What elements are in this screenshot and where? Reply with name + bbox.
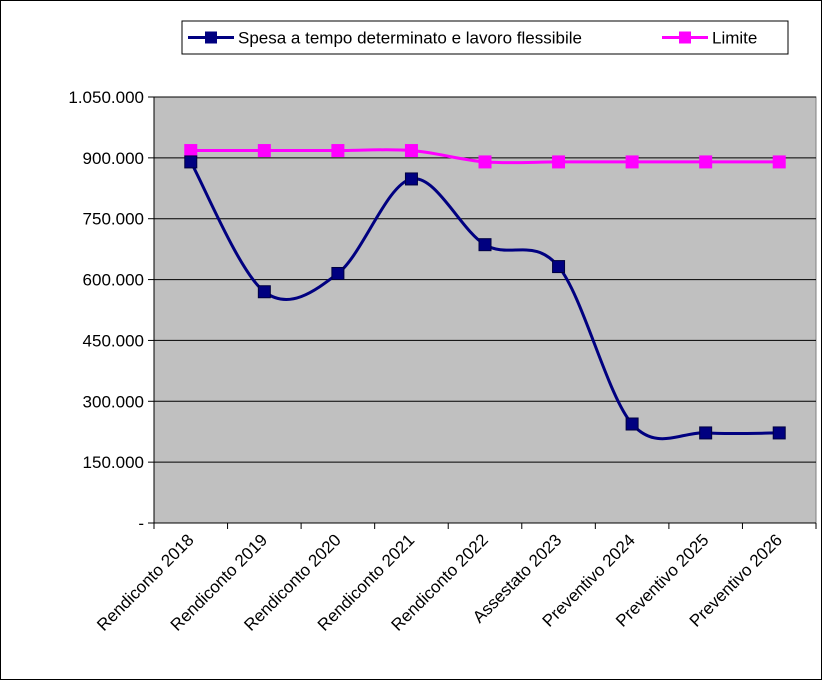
data-point-1 — [257, 144, 271, 158]
y-tick-label: 900.000 — [83, 149, 144, 168]
data-point-0 — [772, 426, 786, 440]
data-point-0 — [552, 260, 566, 274]
legend-marker-1 — [679, 31, 691, 44]
y-tick-label: 300.000 — [83, 392, 144, 411]
y-tick-label: 600.000 — [83, 271, 144, 290]
data-point-1 — [184, 144, 198, 158]
data-point-1 — [699, 155, 713, 169]
legend-label-0: Spesa a tempo determinato e lavoro fless… — [238, 29, 582, 48]
data-point-1 — [331, 144, 345, 158]
data-point-1 — [404, 144, 418, 158]
data-point-0 — [478, 238, 492, 252]
data-point-1 — [772, 155, 786, 169]
legend-label-1: Limite — [712, 29, 757, 48]
data-point-0 — [331, 266, 345, 280]
data-point-0 — [625, 417, 639, 431]
data-point-0 — [404, 172, 418, 186]
data-point-0 — [257, 285, 271, 299]
data-point-0 — [699, 426, 713, 440]
data-point-0 — [184, 155, 198, 169]
y-tick-label: 750.000 — [83, 210, 144, 229]
data-point-1 — [625, 155, 639, 169]
y-tick-label: 450.000 — [83, 331, 144, 350]
data-point-1 — [478, 155, 492, 169]
y-tick-label: - — [138, 514, 144, 533]
y-tick-label: 1.050.000 — [68, 88, 144, 107]
data-point-1 — [552, 155, 566, 169]
y-tick-label: 150.000 — [83, 453, 144, 472]
legend-marker-0 — [205, 31, 217, 44]
